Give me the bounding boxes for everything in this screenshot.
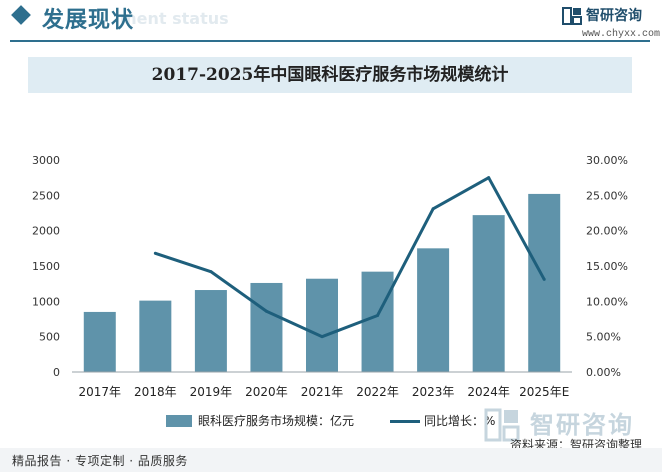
line-point-8 [542,277,546,281]
bar-2 [194,290,227,372]
bar-5 [361,271,394,372]
bar-4 [306,278,338,372]
line-point-7 [487,176,491,180]
x-tick-label: 2017年 [79,385,122,399]
left-tick-label: 500 [39,331,60,344]
left-tick-label: 2000 [32,225,60,238]
line-point-4 [320,335,324,339]
x-tick-label: 2021年 [301,385,344,399]
brand-logo-icon [562,7,582,25]
header-divider [10,40,650,42]
legend-swatch-bar [166,415,192,427]
chart-legend: 眼科医疗服务市场规模：亿元 同比增长：% [0,412,662,430]
bar-8 [528,193,561,372]
x-tick-label: 2025年E [519,385,569,399]
line-point-2 [209,270,213,274]
x-tick-label: 2022年 [356,385,399,399]
right-tick-label: 10.00% [586,295,628,308]
x-tick-label: 2024年 [467,385,510,399]
brand-url-link[interactable]: www.chyxx.com [582,29,661,40]
x-tick-label: 2019年 [190,385,233,399]
right-tick-label: 5.00% [586,331,621,344]
chart-title-band [28,57,632,93]
left-tick-label: 2500 [32,189,60,202]
left-tick-label: 1000 [32,295,60,308]
bar-7 [472,215,505,372]
left-tick-label: 3000 [32,154,60,167]
growth-line [154,176,546,339]
bar-3 [250,282,283,372]
combo-chart: 0 500 1000 1500 2000 2500 3000 0.00% 5.00% 10.00… [32,154,628,399]
bar-6 [417,248,450,372]
watermark-logo-icon [484,408,520,442]
section-title-en: ment status [120,9,229,28]
x-tick-label: 2018年 [134,385,177,399]
legend-label-line: 同比增长：% [424,414,496,428]
legend-label-bar: 眼科医疗服务市场规模：亿元 [198,414,355,428]
right-tick-label: 25.00% [586,189,628,202]
bar-1 [139,300,172,372]
x-tick-label: 2020年 [245,385,288,399]
right-tick-label: 20.00% [586,225,628,238]
bar-0 [83,311,116,372]
brand-name[interactable]: 智研咨询 [586,8,642,24]
footer-bar [0,448,662,472]
x-tick-label: 2023年 [412,385,455,399]
page-header: ment status 发展现状 智研咨询 www.chyxx.com [0,0,662,40]
right-tick-label: 0.00% [586,366,621,379]
right-tick-label: 30.00% [586,154,628,167]
watermark-text: 智研咨询 [530,411,634,439]
left-tick-label: 1500 [32,260,60,273]
footer-tagline: 精品报告 · 专项定制 · 品质服务 [12,454,188,468]
left-tick-label: 0 [53,366,60,379]
section-title: 发展现状 [42,8,135,33]
line-point-5 [376,313,380,317]
line-point-3 [264,309,268,313]
chart-title: 2017-2025年中国眼科医疗服务市场规模统计 [151,65,509,85]
legend-swatch-line [390,420,420,423]
right-tick-label: 15.00% [586,260,628,273]
line-point-6 [431,207,435,211]
line-point-1 [153,251,157,255]
